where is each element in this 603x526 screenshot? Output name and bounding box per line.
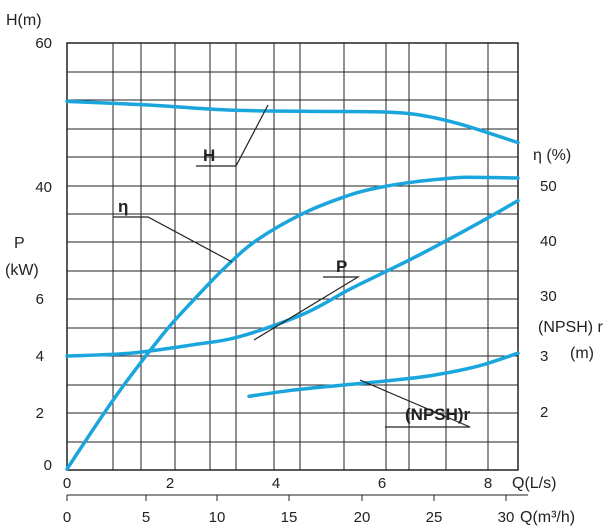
power-axis-title-symbol: P xyxy=(14,235,25,252)
power-tick-4: 4 xyxy=(36,348,44,365)
head-tick-60: 60 xyxy=(35,35,52,52)
head-tick-40: 40 xyxy=(35,179,52,196)
efficiency-tick-50: 50 xyxy=(540,178,557,195)
npshr-curve xyxy=(247,351,520,399)
flow-m3h-tick-30: 30 xyxy=(498,509,515,526)
flow-ls-tick-4: 4 xyxy=(272,475,280,492)
npshr-axis-title: (NPSH) r xyxy=(538,319,603,336)
flow-ls-axis-title: Q(L/s) xyxy=(512,475,556,492)
npshr-tick-3: 3 xyxy=(540,348,548,365)
chart-grid xyxy=(66,42,528,496)
flow-m3h-tick-20: 20 xyxy=(354,509,371,526)
efficiency-annotation: η xyxy=(118,197,128,216)
head-tick-0: 0 xyxy=(44,457,52,474)
power-annotation: P xyxy=(336,257,347,276)
npshr-axis-unit: (m) xyxy=(570,345,594,362)
flow-ls-tick-8: 8 xyxy=(484,475,492,492)
flow-m3h-tick-15: 15 xyxy=(281,509,298,526)
efficiency-tick-30: 30 xyxy=(540,288,557,305)
head-axis-title: H(m) xyxy=(6,12,42,29)
flow-m3h-tick-5: 5 xyxy=(142,509,150,526)
flow-m3h-axis-title: Q(m³/h) xyxy=(520,509,575,526)
efficiency-curve xyxy=(65,175,520,471)
flow-ls-tick-0: 0 xyxy=(63,475,71,492)
efficiency-annotation-leader xyxy=(113,216,233,263)
npshr-annotation: (NPSH)r xyxy=(405,405,471,424)
flow-ls-tick-2: 2 xyxy=(166,475,174,492)
power-curve xyxy=(65,198,520,358)
performance-curves xyxy=(65,99,520,471)
power-tick-2: 2 xyxy=(36,405,44,422)
head-annotation-leader xyxy=(196,104,269,167)
head-annotation: H xyxy=(203,146,215,165)
power-annotation-leader xyxy=(253,276,361,341)
efficiency-axis-title: η (%) xyxy=(533,147,571,164)
npshr-annotation-leader xyxy=(359,379,471,428)
power-tick-6: 6 xyxy=(36,291,44,308)
plot-frame xyxy=(66,42,519,471)
flow-m3h-tick-10: 10 xyxy=(209,509,226,526)
npshr-tick-2: 2 xyxy=(540,404,548,421)
flow-ls-tick-6: 6 xyxy=(378,475,386,492)
flow-m3h-tick-0: 0 xyxy=(63,509,71,526)
power-axis-title-unit: (kW) xyxy=(5,262,39,279)
flow-m3h-tick-25: 25 xyxy=(426,509,443,526)
efficiency-tick-40: 40 xyxy=(540,233,557,250)
head-curve xyxy=(65,99,520,145)
curve-annotations: Hη P (NPSH)r xyxy=(113,104,471,428)
